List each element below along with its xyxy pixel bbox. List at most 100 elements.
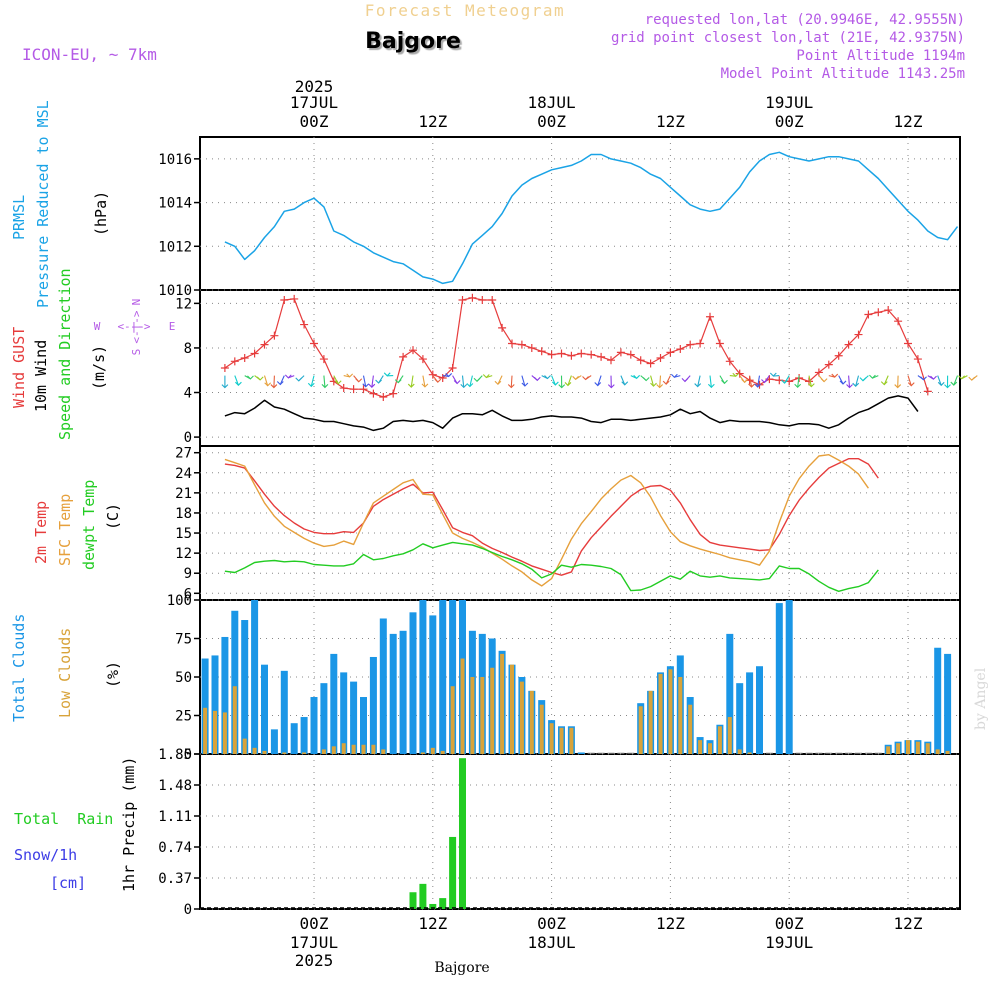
wind-direction-arrowhead [296,378,302,381]
low-cloud-bar [550,723,554,754]
wind-direction-arrow [660,376,661,388]
low-cloud-bar [520,682,524,754]
snow-unit-label: [cm] [50,874,86,892]
pressure-line [225,152,958,283]
low-cloud-bar [441,751,445,754]
temp-unit-label: (C) [104,503,122,530]
gust-point [290,295,298,303]
bottom-hour-label: 00Z [775,914,804,933]
ytick-label: 24 [175,466,192,482]
ytick-label: 0.74 [158,840,192,856]
wind-direction-arrowhead [356,379,362,382]
total-cloud-bar [271,729,278,754]
gust-point [459,296,467,304]
gust-point [637,356,645,364]
low-cloud-bar [886,746,890,754]
wind-direction-arrowhead [840,381,846,384]
wind-direction-arrowhead [474,378,480,381]
t2m-label: 2m Temp [32,501,50,564]
low-cloud-bar [352,745,356,754]
model-altitude: Model Point Altitude 1143.25m [721,66,965,82]
wind-direction-arrowhead [622,382,628,385]
grid-point-coords: grid point closest lon,lat (21E, 42.9375… [611,30,965,46]
total-cloud-bar [756,666,763,754]
wind-direction-arrow [324,376,325,388]
gust-point [666,348,674,356]
low-cloud-bar [688,705,692,754]
rain-bar [410,892,417,909]
low-cloud-bar [649,691,653,754]
gust-point [914,355,922,363]
panel-frame-0 [200,137,960,290]
low-cloud-bar [946,751,950,754]
panel-grids [200,137,960,909]
gust-point [676,345,684,353]
gust-point [558,350,566,358]
compass-n: N [130,299,143,306]
gust-point [310,339,318,347]
gust-point [369,390,377,398]
gust-point [627,351,635,359]
wind-direction-arrowhead [277,382,283,385]
ytick-label: 15 [175,526,192,542]
gust-point [864,311,872,319]
total-cloud-bar [944,654,951,754]
gust-point [399,353,407,361]
ytick-label: 1.85 [158,747,192,763]
low-cloud-bar [668,669,672,754]
footer-location: Bajgore [434,960,489,976]
low-cloud-bar [698,740,702,754]
ytick-label: 18 [175,506,192,522]
total-cloud-bar [736,683,743,754]
low-cloud-bar [569,728,573,754]
sfc-temp-label: SFC Temp [56,494,74,566]
gust-point [548,351,556,359]
low-cloud-bar [718,726,722,754]
total-cloud-bar [350,682,357,754]
total-cloud-bar [410,612,417,754]
total-cloud-bar [380,618,387,754]
ytick-label: 12 [175,546,192,562]
low-cloud-bar [926,743,930,754]
rain-bar [449,837,456,909]
total-cloud-bar [251,600,258,754]
bottom-hour-label: 12Z [656,914,685,933]
wind-direction-arrowhead [682,378,688,381]
ytick-label: 1.48 [158,778,192,794]
low-cloud-bar [728,717,732,754]
low-cloud-bar [263,751,267,754]
wind10-label: 10m Wind [32,340,50,412]
wind-gust-label: Wind GUST [10,327,28,408]
bottom-year-label: 2025 [295,951,334,970]
gust-point [597,353,605,361]
wind-direction-arrowhead [969,377,975,380]
gust-point [647,360,655,368]
gust-point [587,351,595,359]
total-cloud-bar [400,631,407,754]
bottom-hour-label: 12Z [894,914,923,933]
low-cloud-bar [223,712,227,754]
gust-point [686,341,694,349]
total-cloud-bar [786,600,793,754]
panel-frame-2 [200,446,960,600]
total-cloud-bar [934,648,941,754]
low-cloud-bar [470,677,474,754]
ytick-label: 100 [167,593,192,609]
wind-direction-arrowhead [534,377,540,380]
bottom-hour-label: 00Z [537,914,566,933]
wind-direction-arrowhead [742,379,748,382]
panel-frames [200,137,960,909]
low-cloud-bar [560,728,564,754]
ytick-label: 1012 [158,239,192,255]
wind-direction-arrowhead [643,377,649,380]
top-hour-label: 00Z [775,112,804,131]
low-cloud-bar [342,743,346,754]
gust-point [498,324,506,332]
gust-point [924,387,932,395]
pressure-unit-label: (hPa) [92,191,110,236]
ytick-label: 25 [175,709,192,725]
low-cloud-bar [738,749,742,754]
precip-axis-label: 1hr Precip (mm) [120,757,138,892]
wind-direction-arrowhead [821,379,827,382]
